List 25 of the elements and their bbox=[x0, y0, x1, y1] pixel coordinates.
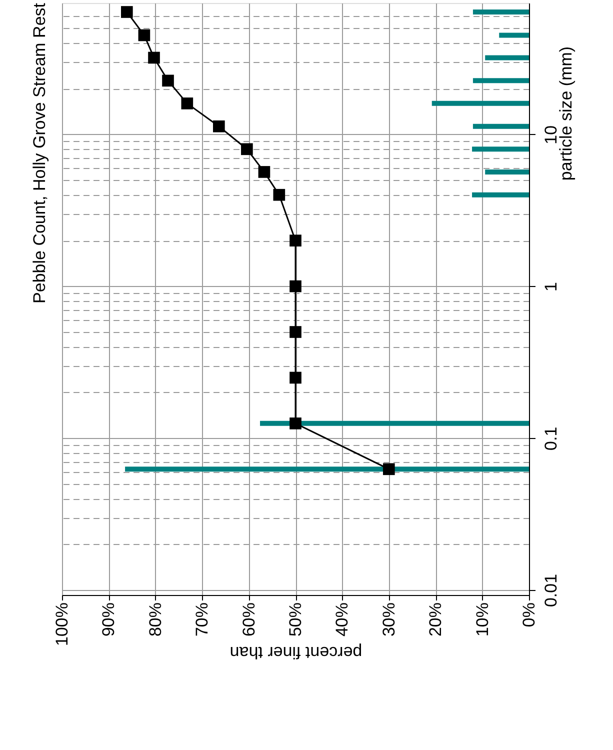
x-tick-label: 0% bbox=[520, 602, 538, 628]
text: Pebble Count, Holly Grove Stream Rest bbox=[30, 2, 49, 304]
x-tick-label: 30% bbox=[379, 602, 398, 637]
bar bbox=[432, 100, 529, 106]
x-tick-label: 80% bbox=[146, 602, 165, 637]
x-tick-label: 50% bbox=[286, 602, 305, 637]
bar bbox=[472, 10, 529, 14]
bar bbox=[485, 55, 529, 60]
bar bbox=[499, 32, 529, 38]
x-tick-label: 10% bbox=[472, 602, 492, 637]
bar bbox=[472, 192, 529, 198]
x-tick-label: 40% bbox=[332, 602, 352, 637]
y-tick-label: 0.01 bbox=[542, 574, 560, 608]
x-tick-label: 60% bbox=[239, 602, 258, 637]
bar bbox=[472, 124, 529, 129]
y-tick-label: 0.1 bbox=[542, 426, 560, 450]
x-tick-label: 90% bbox=[99, 602, 118, 637]
x-axis-title: percent finer than bbox=[230, 642, 362, 662]
x-tick-label: 70% bbox=[192, 602, 212, 637]
bar bbox=[472, 146, 529, 152]
x-tick-label: 100% bbox=[52, 602, 72, 646]
y-tick-label: 1 bbox=[542, 282, 560, 292]
x-tick-label: 20% bbox=[426, 602, 446, 637]
bar bbox=[485, 169, 529, 174]
bar bbox=[472, 78, 529, 84]
